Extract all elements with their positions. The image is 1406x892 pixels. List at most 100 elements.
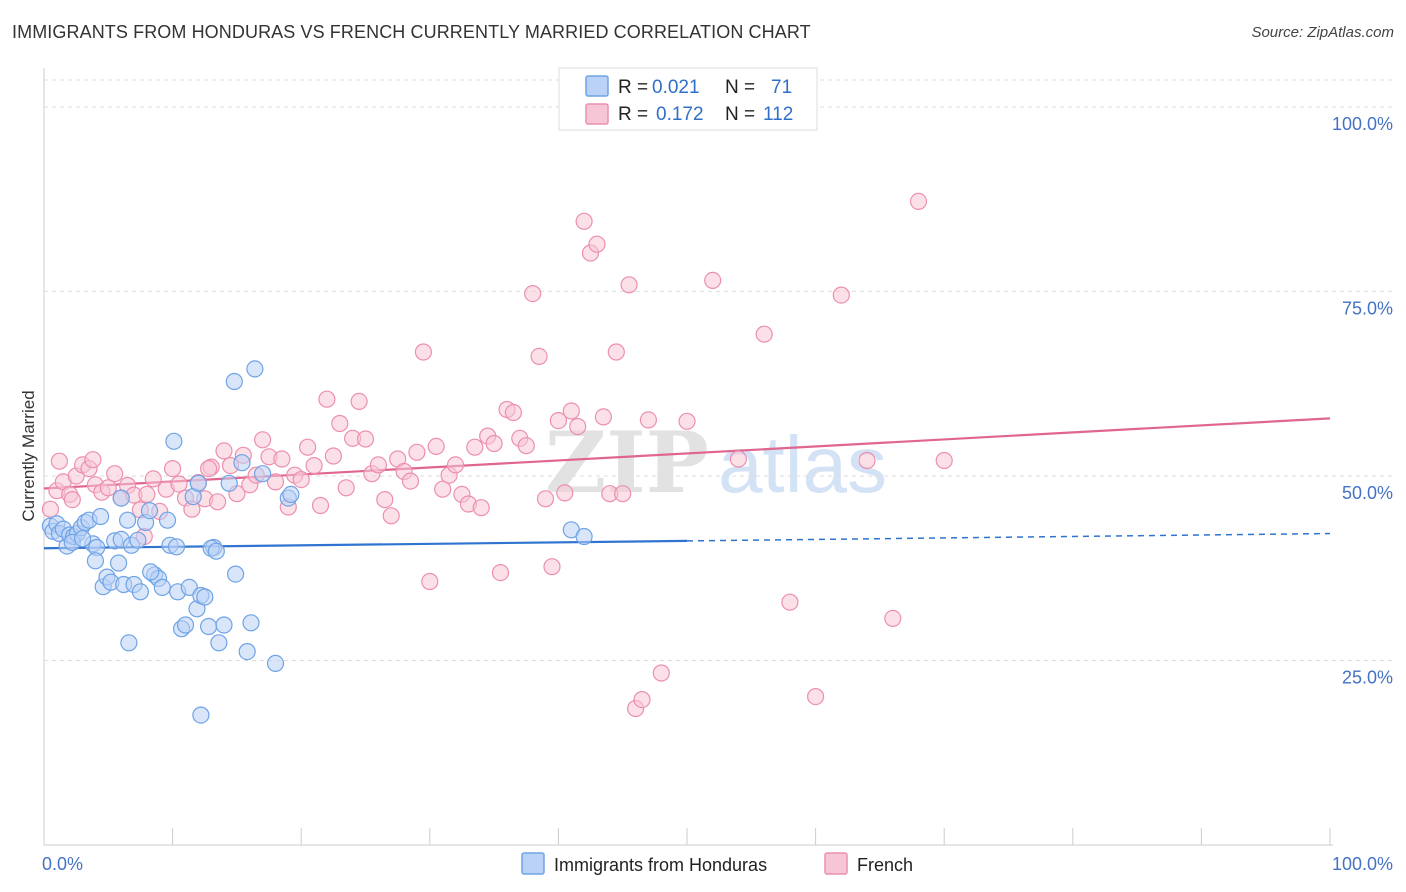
french-point-49 <box>356 430 375 448</box>
honduras-point-61 <box>282 485 300 503</box>
french-point-90 <box>620 276 638 294</box>
french-point-58 <box>414 343 432 361</box>
x-axis-ticks <box>43 828 1331 845</box>
french-point-42 <box>311 496 330 515</box>
honduras-point-65 <box>207 542 225 560</box>
french-point-105 <box>935 451 953 470</box>
legend-n-label-1: N = <box>725 77 755 98</box>
french-point-92 <box>633 690 651 709</box>
french-point-81 <box>562 402 580 420</box>
french-point-86 <box>594 408 613 426</box>
legend-r-value-1: 0.021 <box>652 77 700 98</box>
french-point-57 <box>408 443 426 461</box>
honduras-point-38 <box>180 578 198 597</box>
legend-swatch-honduras <box>585 75 609 97</box>
french-point-94 <box>652 664 670 682</box>
french-point-72 <box>504 403 523 422</box>
honduras-point-32 <box>158 511 177 529</box>
french-point-56 <box>401 472 420 490</box>
french-point-67 <box>472 499 490 517</box>
axes <box>43 68 1333 846</box>
legend-r-label-1: R = <box>618 77 648 98</box>
french-point-27 <box>215 442 233 460</box>
honduras-point-50 <box>238 642 256 661</box>
y-tick-label-100: 100.0% <box>1332 114 1393 134</box>
honduras-point-47 <box>220 474 238 492</box>
honduras-point-26 <box>131 583 149 601</box>
bottom-legend-label-french: French <box>857 855 913 875</box>
honduras-point-48 <box>227 565 245 583</box>
honduras-point-54 <box>266 654 285 673</box>
honduras-point-22 <box>118 511 137 529</box>
y-tick-label-50: 50.0% <box>1342 483 1393 503</box>
y-tick-label-75: 75.0% <box>1342 298 1393 318</box>
honduras-trend-extension <box>686 532 1331 542</box>
french-point-76 <box>530 347 548 365</box>
french-point-59 <box>421 572 439 591</box>
french-point-19 <box>164 460 182 478</box>
honduras-point-34 <box>165 432 183 450</box>
french-point-40 <box>299 438 317 456</box>
french-point-51 <box>369 456 387 474</box>
french-point-69 <box>485 434 503 453</box>
honduras-point-53 <box>254 465 272 483</box>
honduras-point-57 <box>189 474 207 492</box>
x-tick-label-max: 100.0% <box>1332 854 1393 874</box>
french-point-83 <box>575 212 593 230</box>
french-point-66 <box>466 438 484 456</box>
honduras-point-43 <box>200 617 218 636</box>
source-label: Source: ZipAtlas.com <box>1251 24 1394 41</box>
french-point-46 <box>337 479 355 497</box>
french-point-101 <box>832 286 850 304</box>
french-point-96 <box>704 271 722 289</box>
honduras-point-62 <box>142 563 160 581</box>
chart-title: IMMIGRANTS FROM HONDURAS VS FRENCH CURRE… <box>12 22 811 42</box>
french-point-75 <box>524 285 542 303</box>
legend-n-value-2: 112 <box>763 104 793 125</box>
honduras-point-63 <box>167 538 186 556</box>
honduras-point-60 <box>225 372 243 391</box>
honduras-point-19 <box>109 554 128 572</box>
y-tick-labels: 100.0% 75.0% 50.0% 25.0% <box>1332 114 1393 688</box>
y-tick-label-25: 25.0% <box>1342 667 1393 687</box>
french-point-99 <box>781 593 799 611</box>
french-point-41 <box>305 457 323 475</box>
honduras-point-28 <box>140 502 159 520</box>
legend-r-label-2: R = <box>618 104 648 125</box>
honduras-point-14 <box>91 507 110 526</box>
french-point-100 <box>806 687 825 706</box>
french-point-103 <box>884 609 902 628</box>
watermark: ZIP atlas <box>545 413 887 512</box>
french-point-53 <box>382 507 400 525</box>
french-point-88 <box>607 343 625 361</box>
french-point-97 <box>729 450 748 468</box>
french-point-89 <box>614 485 632 503</box>
french-point-9 <box>99 479 117 497</box>
honduras-point-66 <box>112 489 130 507</box>
honduras-point-68 <box>73 530 92 548</box>
french-point-79 <box>549 412 568 430</box>
french-point-60 <box>427 437 445 455</box>
french-point-36 <box>273 450 291 468</box>
legend-r-value-2: 0.172 <box>656 104 704 125</box>
honduras-point-31 <box>153 578 171 597</box>
french-point-39 <box>292 471 310 489</box>
french-point-95 <box>678 412 696 430</box>
french-point-61 <box>434 480 452 498</box>
honduras-point-25 <box>129 531 147 549</box>
honduras-point-64 <box>86 552 105 570</box>
french-point-20 <box>170 475 188 493</box>
french-point-102 <box>858 451 876 470</box>
french-point-63 <box>446 456 465 474</box>
french-point-70 <box>491 563 510 582</box>
bottom-legend-label-honduras: Immigrants from Honduras <box>554 855 767 875</box>
honduras-point-49 <box>233 454 251 472</box>
french-point-82 <box>569 417 587 436</box>
gridlines <box>44 79 1392 661</box>
legend-n-value-1: 71 <box>771 77 792 98</box>
honduras-point-51 <box>242 614 260 632</box>
y-axis-title: Currently Married <box>19 390 38 521</box>
french-point-43 <box>318 390 336 408</box>
honduras-point-42 <box>196 588 214 606</box>
